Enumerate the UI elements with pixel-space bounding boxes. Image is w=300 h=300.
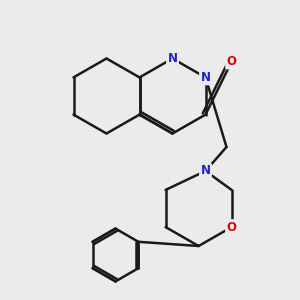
Text: N: N	[167, 52, 178, 65]
Text: O: O	[226, 55, 237, 68]
Text: O: O	[226, 220, 237, 234]
Text: N: N	[200, 71, 211, 84]
Text: N: N	[200, 164, 211, 178]
